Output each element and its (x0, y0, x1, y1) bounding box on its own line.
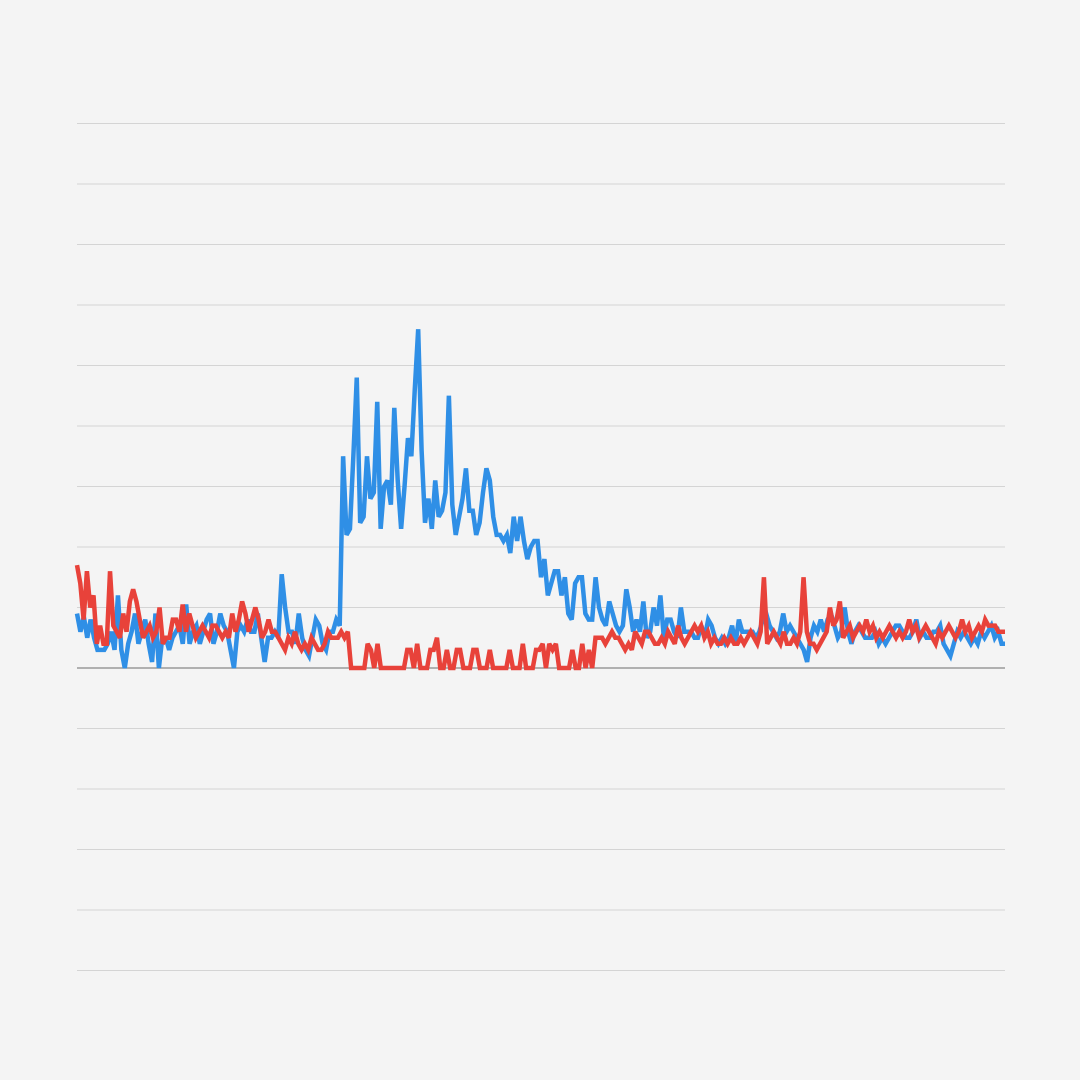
series-line-1 (74, 329, 1005, 669)
series-group (74, 329, 1005, 671)
gridlines (77, 123, 1005, 971)
series-line-2 (74, 564, 1005, 671)
